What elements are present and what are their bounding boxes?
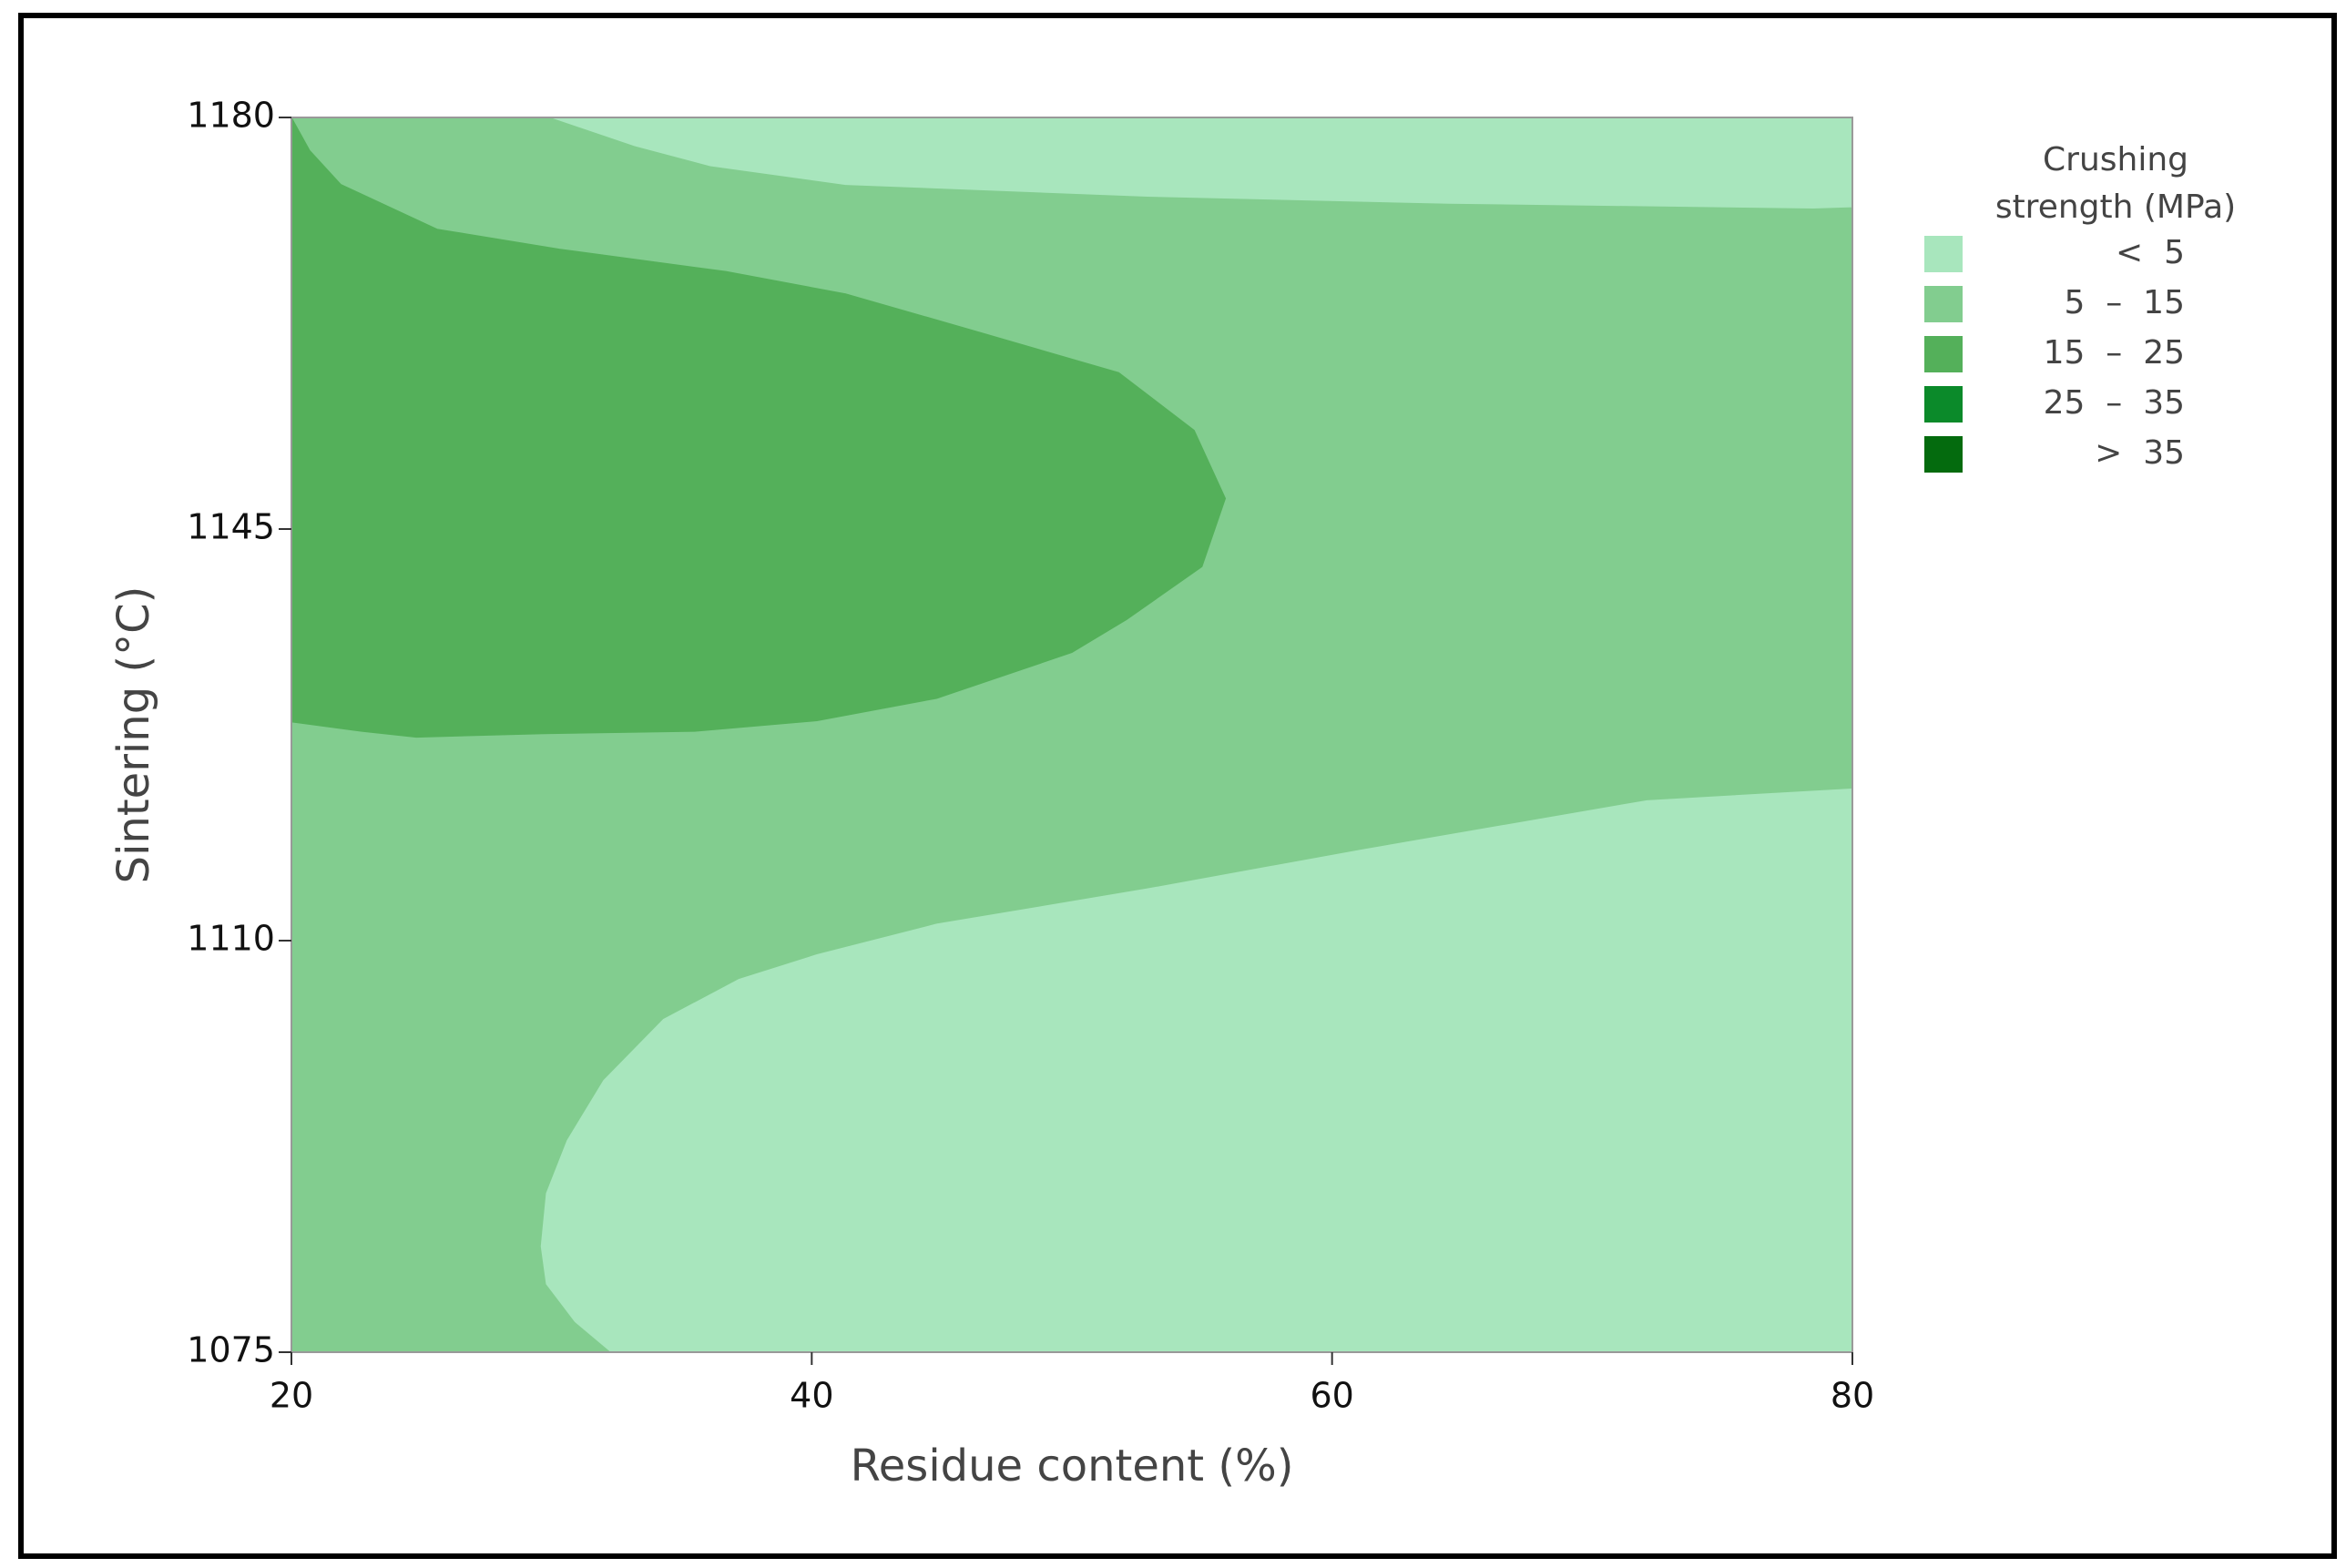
legend-swatch — [1924, 386, 1963, 423]
legend-label: > 35 — [2095, 434, 2185, 472]
y-tick-label: 1075 — [187, 1330, 275, 1370]
legend-swatch — [1924, 236, 1963, 272]
x-tick-label: 20 — [270, 1376, 313, 1416]
legend-label: 15 – 25 — [2044, 334, 2185, 372]
legend-title: Crushing — [2043, 141, 2188, 178]
x-tick-label: 80 — [1831, 1376, 1874, 1416]
x-tick-label: 40 — [790, 1376, 833, 1416]
y-axis-title: Sintering (°C) — [108, 586, 159, 884]
contour-region — [291, 117, 1227, 738]
y-tick-label: 1145 — [187, 507, 275, 547]
legend-label: < 5 — [2116, 234, 2185, 271]
x-tick-label: 60 — [1310, 1376, 1353, 1416]
legend-label: 25 – 35 — [2044, 384, 2185, 422]
outer-border — [18, 13, 2337, 1559]
legend-swatch — [1924, 436, 1963, 473]
legend-label: 5 – 15 — [2065, 284, 2186, 321]
y-tick-label: 1110 — [187, 919, 275, 959]
legend-swatch — [1924, 286, 1963, 322]
plot-frame — [291, 117, 1853, 1353]
contour-region — [540, 788, 1853, 1353]
x-axis-title: Residue content (%) — [851, 1441, 1294, 1492]
legend-title: strength (MPa) — [1995, 188, 2236, 226]
legend-swatch — [1924, 336, 1963, 372]
y-tick-label: 1180 — [187, 96, 275, 136]
